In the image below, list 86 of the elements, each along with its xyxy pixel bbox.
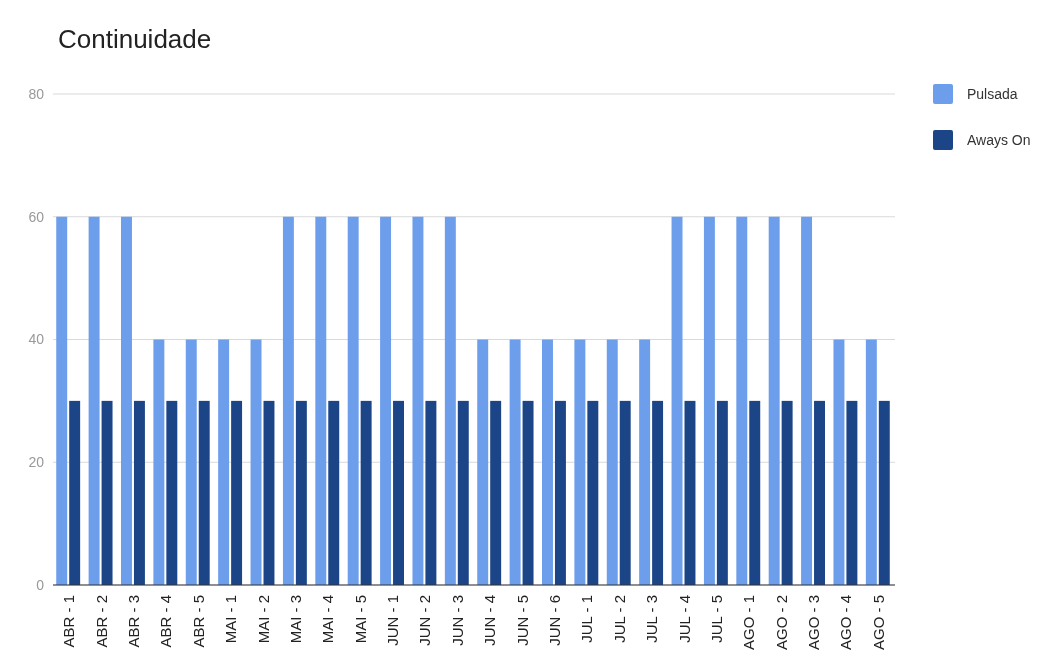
x-tick-label: JUL - 2 [610,595,628,643]
x-tick-label: MAI - 1 [222,595,240,644]
y-tick-label: 40 [28,331,45,348]
x-tick-label: JUL - 3 [643,595,661,643]
bar [133,400,145,585]
bar [185,339,197,585]
bar [814,400,825,585]
x-tick-label: JUN - 6 [545,595,563,646]
x-tick-label: ABR - 2 [92,595,110,648]
bar [218,339,230,585]
bar [606,339,618,585]
bar [457,400,469,585]
bar [833,339,845,585]
x-tick-label: AGO - 1 [740,595,758,651]
x-tick-label: JUN - 2 [416,595,434,646]
x-tick-label: MAI - 3 [286,595,304,644]
x-tick-label: JUL - 4 [675,595,693,643]
x-tick-label: ABR - 1 [60,595,78,648]
bar [671,216,683,585]
bar [639,339,651,585]
x-tick-label: JUN - 3 [448,595,466,646]
bar [425,400,437,585]
x-tick-label: AGO - 5 [869,595,887,651]
x-tick-label: JUN - 4 [481,595,499,646]
bar [166,400,178,585]
x-tick-label: JUL - 1 [578,595,596,643]
bar [801,216,813,585]
bar [231,400,243,585]
y-tick-label: 0 [36,576,45,593]
bar [88,216,100,585]
y-tick-label: 80 [28,85,45,102]
bar [69,400,81,585]
bar [587,400,599,585]
bar [684,400,696,585]
x-tick-label: AGO - 2 [772,595,790,651]
bar [652,400,664,585]
legend-label: Pulsada [967,85,1018,102]
bar [768,216,780,585]
bar [444,216,456,585]
bar [153,339,165,585]
chart-title: Continuidade [58,24,212,54]
y-tick-label: 60 [28,208,45,225]
bar [393,400,404,585]
bar [509,339,521,585]
bar [781,400,793,585]
bar [554,400,566,585]
bar [522,400,534,585]
bar [263,400,275,585]
x-tick-label: MAI - 5 [351,595,369,644]
y-tick-label: 20 [28,454,45,471]
bar [716,400,728,585]
bar [360,400,372,585]
bar [101,400,113,585]
x-tick-label: JUL - 5 [707,595,725,643]
bar [250,339,262,585]
x-tick-label: ABR - 4 [157,595,175,648]
bar [490,400,502,585]
x-tick-label: ABR - 3 [124,595,142,648]
bar [282,216,294,585]
bar [846,400,858,585]
x-tick-label: ABR - 5 [189,595,207,648]
x-tick-label: AGO - 4 [837,595,855,651]
bar [380,216,392,585]
bar [703,216,715,585]
bar [315,216,327,585]
bar [736,216,748,585]
legend-label: Aways On [967,131,1031,148]
bar [574,339,586,585]
bar [878,400,890,585]
bar [328,400,340,585]
bar [295,400,307,585]
x-tick-label: JUN - 5 [513,595,531,646]
bar [477,339,489,585]
x-tick-label: MAI - 2 [254,595,272,644]
bar [347,216,359,585]
bar [121,216,132,585]
bar [198,400,210,585]
bar [865,339,877,585]
bar [749,400,761,585]
bar [412,216,424,585]
x-tick-label: MAI - 4 [319,595,337,644]
bar [56,216,68,585]
x-tick-label: AGO - 3 [805,595,823,651]
x-tick-label: JUN - 1 [384,595,402,646]
bar [542,339,553,585]
bar [619,400,631,585]
